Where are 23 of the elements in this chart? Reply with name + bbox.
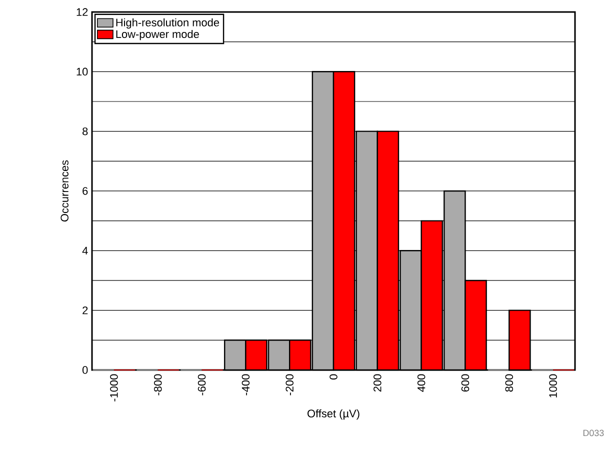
- y-tick-label: 6: [82, 187, 88, 195]
- y-tick-label: 8: [82, 127, 88, 136]
- y-tick-label: 0: [82, 366, 88, 374]
- y-tick-label: 12: [76, 8, 88, 16]
- x-tick-label: -800: [154, 374, 162, 396]
- legend-label: High-resolution mode: [116, 18, 220, 29]
- x-tick-label: -400: [242, 374, 250, 396]
- x-tick-label: 200: [374, 374, 382, 392]
- y-axis-title: Occurrences: [60, 160, 68, 222]
- y-tick-label: 2: [82, 306, 88, 314]
- x-axis-title: Offset (µV): [308, 409, 360, 420]
- y-tick-label: 10: [76, 68, 88, 76]
- x-tick-label: 1000: [549, 374, 557, 398]
- legend-label: Low-power mode: [116, 30, 199, 40]
- x-tick-label: 800: [505, 374, 514, 392]
- x-tick-label: -600: [198, 374, 206, 396]
- y-tick-label: 4: [82, 246, 88, 254]
- text: D033: [583, 430, 604, 436]
- x-tick-label: 400: [417, 374, 426, 392]
- x-tick-label: 0: [330, 374, 338, 380]
- x-tick-label: -200: [286, 374, 294, 396]
- x-tick-label: -1000: [110, 374, 118, 402]
- x-tick-label: 600: [461, 374, 470, 392]
